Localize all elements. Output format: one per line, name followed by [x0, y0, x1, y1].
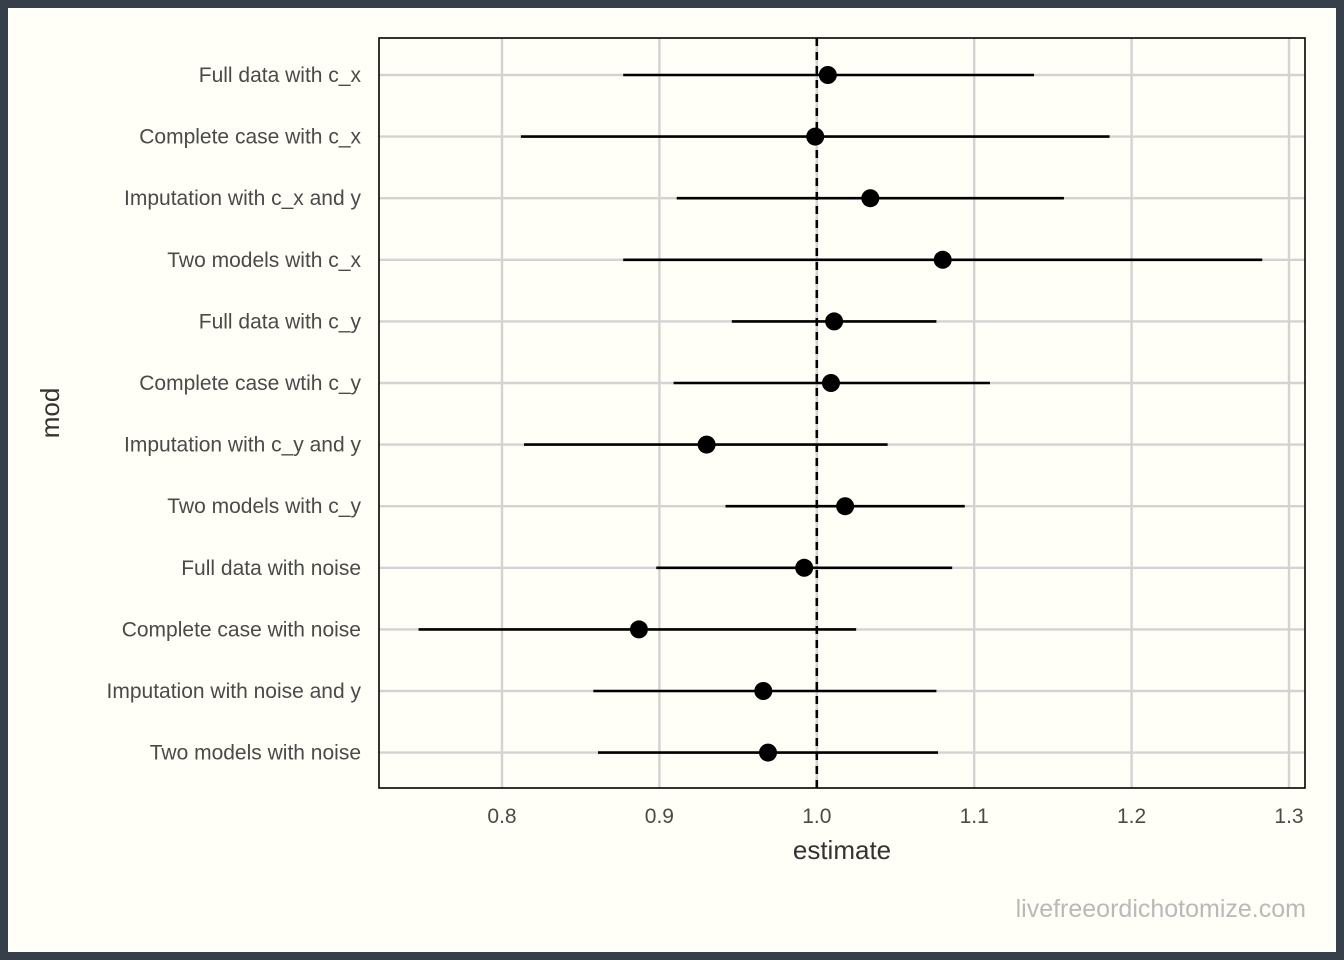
point-estimate [821, 374, 840, 392]
y-tick-label: Complete case with c_x [139, 126, 361, 149]
x-tick-label: 0.9 [645, 805, 674, 828]
y-tick-label: Complete case wtih c_y [139, 372, 361, 395]
y-tick-label: Two models with c_y [167, 495, 361, 518]
y-tick-label: Full data with noise [181, 557, 361, 580]
x-tick-label: 1.0 [802, 805, 831, 828]
y-tick-label: Full data with c_x [199, 64, 362, 87]
y-tick-label: Imputation with noise and y [107, 680, 362, 703]
y-tick-label: Two models with c_x [167, 249, 361, 272]
point-estimate [836, 497, 855, 516]
watermark: livefreeordichotomize.com [1015, 895, 1306, 923]
point-estimate [806, 127, 825, 146]
y-tick-label: Imputation with c_x and y [124, 187, 361, 210]
x-tick-label: 1.1 [960, 805, 989, 828]
error-bars [418, 73, 1263, 754]
x-axis-title: estimate [793, 835, 891, 865]
panel-border [378, 37, 1306, 789]
point-estimate [629, 620, 648, 639]
point-estimate [759, 743, 778, 762]
point-estimate [795, 558, 814, 577]
x-tick-label: 1.3 [1274, 805, 1303, 828]
point-estimate [861, 189, 880, 208]
point-estimate [754, 682, 773, 700]
y-tick-label: Full data with c_y [199, 310, 362, 333]
point-estimate [818, 66, 837, 84]
x-tick-labels: 0.8 0.9 1.0 1.1 1.2 1.3 [487, 805, 1303, 828]
point-estimate [933, 250, 952, 269]
y-tick-label: Two models with noise [150, 742, 361, 765]
point-estimates [629, 66, 952, 762]
forest-plot: Full data with c_x Complete case with c_x… [35, 37, 1306, 865]
grid-lines [379, 38, 1305, 788]
x-tick-label: 1.2 [1117, 805, 1146, 828]
y-tick-label: Imputation with c_y and y [124, 434, 361, 457]
point-estimate [825, 312, 844, 331]
y-tick-labels: Full data with c_x Complete case with c_x… [107, 64, 362, 765]
chart-frame: Full data with c_x Complete case with c_x… [8, 8, 1336, 952]
y-axis-title: mod [35, 388, 65, 439]
x-tick-label: 0.8 [487, 805, 516, 828]
point-estimate [697, 435, 716, 454]
y-tick-label: Complete case with noise [122, 618, 361, 641]
